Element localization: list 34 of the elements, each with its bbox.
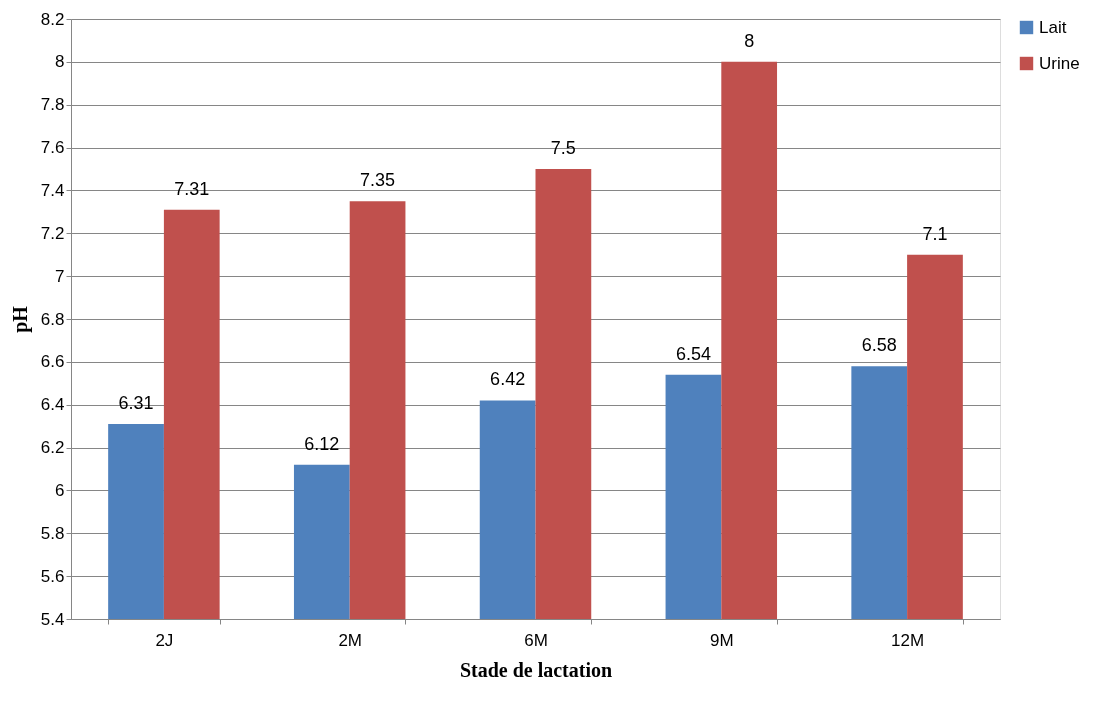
data-label: 6.58 [861, 335, 897, 356]
x-tick-label: 2M [338, 630, 363, 650]
x-tick-label: 6M [524, 630, 548, 650]
legend-label: Urine [1039, 53, 1080, 73]
data-label: 6.54 [675, 343, 711, 364]
legend-label: Lait [1039, 17, 1067, 37]
data-label: 6.12 [304, 433, 340, 454]
data-label: 7.1 [922, 223, 948, 244]
data-label: 7.5 [550, 138, 576, 158]
y-tick-label: 7.6 [40, 138, 65, 158]
y-tick-label: 5.8 [40, 523, 65, 543]
y-tick-label: 7.4 [40, 180, 65, 200]
y-tick-label: 5.6 [40, 566, 65, 586]
x-tick-label: 2J [155, 630, 174, 650]
y-tick-label: 5.4 [40, 609, 65, 629]
y-tick-label: 8 [55, 52, 65, 72]
y-tick-label: 6.8 [40, 309, 65, 329]
data-label: 8 [744, 30, 755, 51]
y-tick-label: 6.4 [40, 395, 65, 415]
x-tick-label: 12M [891, 630, 925, 650]
y-tick-label: 6.6 [40, 352, 65, 372]
data-label: 7.31 [174, 178, 210, 199]
x-tick-label: 9M [709, 630, 734, 650]
data-label: 6.42 [490, 369, 526, 390]
y-tick-label: 8.2 [40, 9, 65, 29]
data-label: 6.31 [118, 393, 154, 413]
x-axis-title: Stade de lactation [459, 658, 613, 681]
y-tick-label: 7 [55, 266, 65, 286]
data-label: 7.35 [360, 170, 396, 191]
y-tick-label: 6 [55, 480, 65, 500]
y-axis-title: pH [8, 305, 32, 333]
y-tick-label: 6.2 [40, 438, 65, 458]
y-tick-label: 7.8 [40, 95, 65, 115]
y-tick-label: 7.2 [40, 223, 65, 243]
